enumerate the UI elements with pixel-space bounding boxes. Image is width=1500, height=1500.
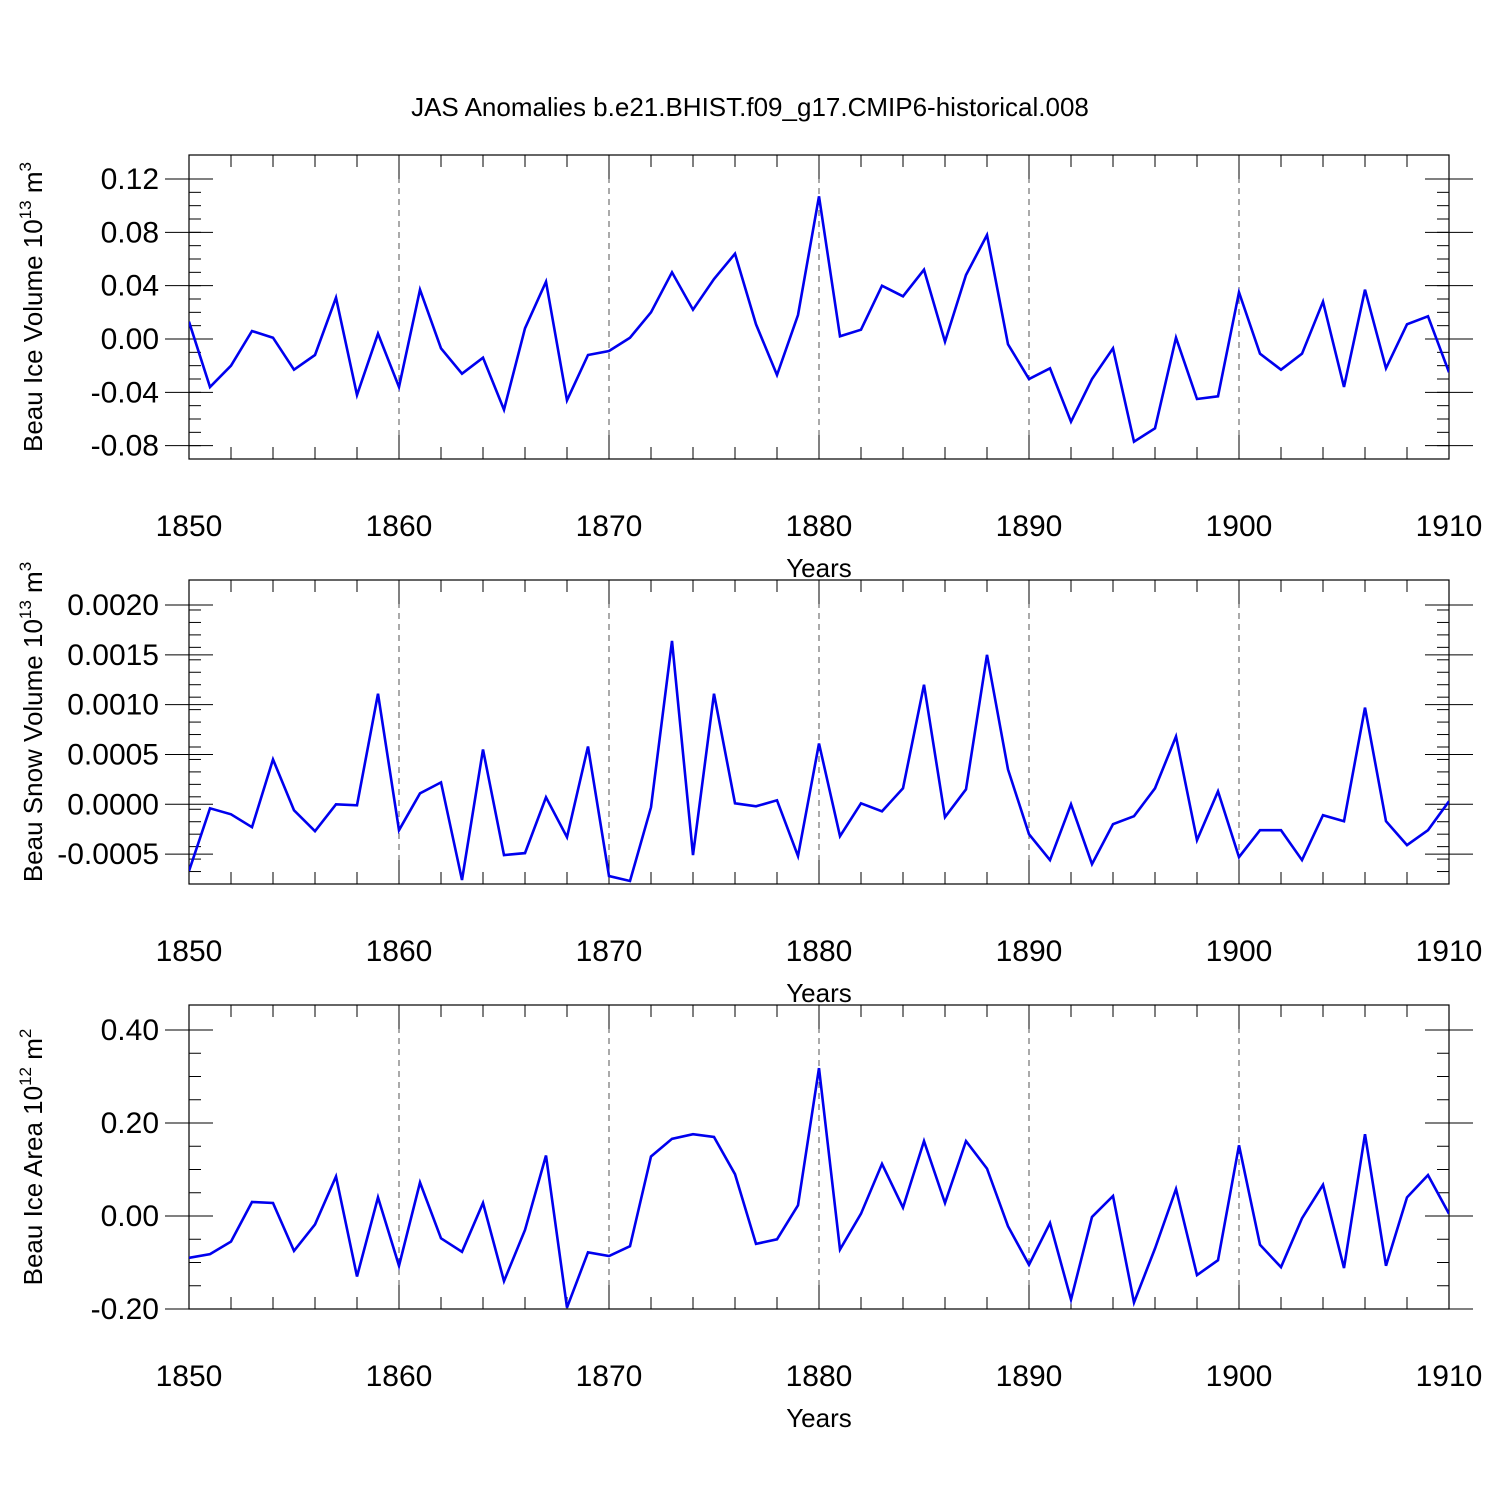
- x-tick-label: 1910: [1416, 1360, 1483, 1393]
- y-tick-label: 0.0005: [67, 738, 159, 771]
- y-tick-label: -0.20: [91, 1293, 159, 1326]
- series-line: [189, 196, 1449, 444]
- series-line: [189, 1067, 1449, 1309]
- x-tick-label: 1860: [366, 1360, 433, 1393]
- x-tick-label: 1870: [576, 510, 643, 543]
- y-tick-label: 0.0020: [67, 589, 159, 622]
- x-tick-label: 1890: [996, 510, 1063, 543]
- x-axis-title: Years: [786, 553, 852, 583]
- y-axis-title: Beau Ice Area 1012 m2: [16, 1029, 48, 1286]
- x-tick-label: 1850: [156, 510, 223, 543]
- y-tick-label: 0.20: [101, 1107, 159, 1140]
- x-tick-label: 1910: [1416, 510, 1483, 543]
- panel-ice-area: 0.40 0.20 0.00 -0.20 1850 1860 1870 1880 1890 190…: [16, 1004, 1483, 1433]
- x-tick-label: 1870: [576, 935, 643, 968]
- y-tick-label: 0.08: [101, 216, 159, 249]
- x-tick-label: 1900: [1206, 935, 1273, 968]
- y-tick-label: 0.0000: [67, 788, 159, 821]
- x-tick-label: 1860: [366, 510, 433, 543]
- y-tick-label: -0.04: [91, 376, 159, 409]
- x-axis-title: Years: [786, 1403, 852, 1433]
- y-axis-title: Beau Snow Volume 1013 m3: [16, 562, 48, 882]
- x-axis-title: Years: [786, 978, 852, 1008]
- panel-snow-volume: 0.0020 0.0015 0.0010 0.0005 0.0000 -0.0005 185…: [16, 562, 1482, 1008]
- x-tick-label: 1860: [366, 935, 433, 968]
- x-tick-label: 1850: [156, 935, 223, 968]
- x-tick-label: 1910: [1416, 935, 1483, 968]
- y-tick-label: 0.04: [101, 270, 159, 303]
- y-tick-label: 0.00: [101, 1200, 159, 1233]
- panels: 0.12 0.08 0.04 0.00 -0.04 -0.08 1850 1860 1870 18…: [16, 154, 1483, 1433]
- y-tick-label: 0.0015: [67, 639, 159, 672]
- y-axis-title: Beau Ice Volume 1013 m3: [16, 162, 48, 452]
- y-tick-label: 0.12: [101, 163, 159, 196]
- y-tick-label: 0.00: [101, 323, 159, 356]
- x-tick-label: 1870: [576, 1360, 643, 1393]
- panel-ice-volume: 0.12 0.08 0.04 0.00 -0.04 -0.08 1850 1860 1870 18…: [16, 154, 1483, 583]
- y-tick-label: 0.40: [101, 1014, 159, 1047]
- series-line: [189, 640, 1449, 883]
- x-tick-label: 1880: [786, 1360, 853, 1393]
- y-tick-label: -0.0005: [57, 838, 159, 871]
- y-tick-label: 0.0010: [67, 689, 159, 722]
- x-tick-label: 1850: [156, 1360, 223, 1393]
- y-tick-label: -0.08: [91, 430, 159, 463]
- x-tick-label: 1880: [786, 935, 853, 968]
- figure-title: JAS Anomalies b.e21.BHIST.f09_g17.CMIP6-…: [411, 92, 1089, 122]
- x-tick-label: 1880: [786, 510, 853, 543]
- x-tick-label: 1900: [1206, 1360, 1273, 1393]
- x-tick-label: 1890: [996, 1360, 1063, 1393]
- x-tick-label: 1900: [1206, 510, 1273, 543]
- x-tick-label: 1890: [996, 935, 1063, 968]
